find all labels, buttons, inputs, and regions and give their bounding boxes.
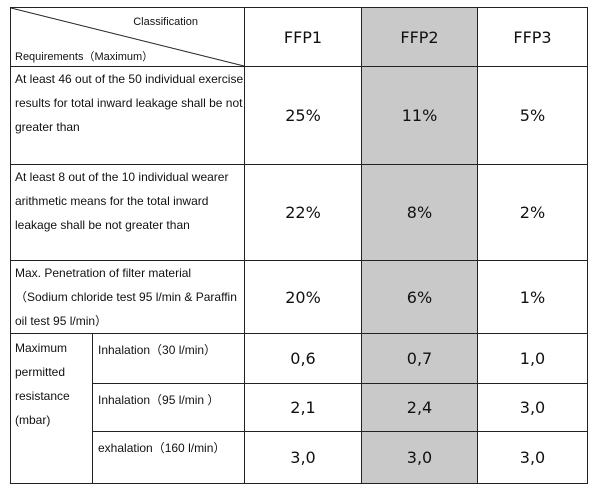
col-header-ffp1: FFP1 bbox=[244, 7, 362, 67]
header-row: Classification Requirements（Maximum） FFP… bbox=[10, 7, 588, 67]
cell-value: 5% bbox=[477, 66, 588, 165]
row-label-exercise-results: At least 46 out of the 50 individual exe… bbox=[10, 66, 245, 165]
cell-value: 3,0 bbox=[477, 431, 588, 484]
cell-value: 8% bbox=[361, 164, 478, 261]
row-label-filter-penetration: Max. Penetration of filter material （Sod… bbox=[10, 260, 245, 334]
cell-value: 6% bbox=[361, 260, 478, 334]
cell-value: 3,0 bbox=[244, 431, 362, 484]
cell-value: 25% bbox=[244, 66, 362, 165]
cell-value: 0,7 bbox=[361, 333, 478, 384]
cell-value: 2% bbox=[477, 164, 588, 261]
cell-value: 2,1 bbox=[244, 383, 362, 432]
cell-value: 20% bbox=[244, 260, 362, 334]
table-row: exhalation（160 l/min） 3,0 3,0 3,0 bbox=[11, 431, 588, 484]
table-row: Max. Penetration of filter material （Sod… bbox=[10, 260, 588, 334]
cell-value: 2,4 bbox=[361, 383, 478, 432]
cell-value: 0,6 bbox=[244, 333, 362, 384]
table-row: Inhalation（95 l/min ） 2,1 2,4 3,0 bbox=[11, 383, 588, 432]
requirements-table: Classification Requirements（Maximum） FFP… bbox=[10, 7, 588, 484]
classification-label: Classification bbox=[133, 16, 198, 28]
requirements-label: Requirements（Maximum） bbox=[15, 51, 154, 63]
diagonal-divider bbox=[11, 8, 244, 66]
table-row: At least 46 out of the 50 individual exe… bbox=[10, 66, 588, 165]
col-header-ffp3: FFP3 bbox=[477, 7, 588, 67]
row-label-resistance: Maximum permitted resistance (mbar) bbox=[10, 333, 93, 484]
cell-value: 1,0 bbox=[477, 333, 588, 384]
cell-value: 22% bbox=[244, 164, 362, 261]
cell-value: 3,0 bbox=[477, 383, 588, 432]
col-header-ffp2: FFP2 bbox=[361, 7, 478, 67]
header-corner-cell: Classification Requirements（Maximum） bbox=[10, 7, 245, 67]
cell-value: 3,0 bbox=[361, 431, 478, 484]
cell-value: 11% bbox=[361, 66, 478, 165]
subrow-label-exhalation-160: exhalation（160 l/min） bbox=[92, 431, 245, 484]
row-label-wearer-means: At least 8 out of the 10 individual wear… bbox=[10, 164, 245, 261]
cell-value: 1% bbox=[477, 260, 588, 334]
subrow-label-inhalation-95: Inhalation（95 l/min ） bbox=[92, 383, 245, 432]
table-row: Maximum permitted resistance (mbar) Inha… bbox=[10, 333, 588, 484]
subrow-label-inhalation-30: Inhalation（30 l/min） bbox=[92, 333, 245, 384]
table-row: At least 8 out of the 10 individual wear… bbox=[10, 164, 588, 261]
